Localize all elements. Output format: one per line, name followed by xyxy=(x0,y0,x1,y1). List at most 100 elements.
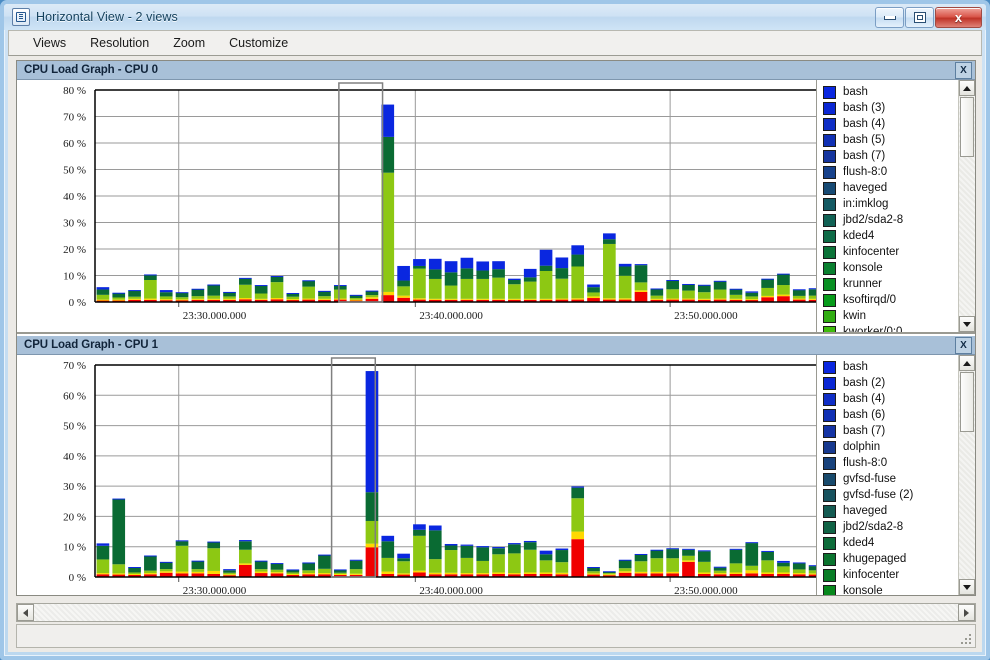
cpu0-legend-scroll-up-button[interactable] xyxy=(959,80,975,96)
legend-item[interactable]: bash (7) xyxy=(823,423,958,439)
bar-segment xyxy=(96,574,110,577)
legend-item[interactable]: gvfsd-fuse (2) xyxy=(823,487,958,503)
menu-item-views[interactable]: Views xyxy=(33,36,67,50)
cpu1-legend-scroll-thumb[interactable] xyxy=(960,372,974,432)
legend-item[interactable]: khugepaged xyxy=(823,551,958,567)
bar-segment xyxy=(634,571,648,574)
bar-segment xyxy=(444,574,458,577)
bar-segment xyxy=(666,571,679,574)
legend-item[interactable]: bash (3) xyxy=(823,100,958,116)
legend-item[interactable]: flush-8:0 xyxy=(823,455,958,471)
bar-segment xyxy=(587,574,600,577)
legend-item[interactable]: ksoftirqd/0 xyxy=(823,292,958,308)
cpu1-legend-scroll-up-button[interactable] xyxy=(959,355,975,371)
bar-segment xyxy=(318,574,331,577)
bar-segment xyxy=(697,572,711,574)
time-selection-marker[interactable] xyxy=(338,82,384,303)
bar-segment xyxy=(539,249,553,266)
bar-segment xyxy=(428,525,442,531)
legend-item[interactable]: kinfocenter xyxy=(823,244,958,260)
legend-item[interactable]: haveged xyxy=(823,503,958,519)
legend-item[interactable]: kworker/0:0 xyxy=(823,324,958,332)
bar-segment xyxy=(777,566,790,573)
bar-segment xyxy=(745,291,759,293)
horizontal-scrollbar[interactable] xyxy=(16,603,976,622)
y-axis-tick-label: 40 % xyxy=(63,191,86,203)
bar-segment xyxy=(618,263,632,267)
minimize-button[interactable] xyxy=(875,7,904,28)
legend-item[interactable]: kded4 xyxy=(823,228,958,244)
bar-segment xyxy=(618,559,632,561)
bar-segment xyxy=(207,285,221,296)
legend-item[interactable]: bash xyxy=(823,84,958,100)
cpu0-legend-scrollbar[interactable] xyxy=(958,80,975,332)
legend-item[interactable]: bash (2) xyxy=(823,375,958,391)
legend-item[interactable]: bash (6) xyxy=(823,407,958,423)
cpu1-close-button[interactable]: X xyxy=(955,336,972,354)
legend-item[interactable]: kwin xyxy=(823,308,958,324)
cpu1-legend-scroll-down-button[interactable] xyxy=(959,579,975,595)
scroll-right-button[interactable] xyxy=(958,604,975,621)
cpu0-legend-list[interactable]: bash bash (3) bash (4) bash (5) bash (7) flus… xyxy=(817,80,958,332)
legend-item[interactable]: haveged xyxy=(823,180,958,196)
legend-item[interactable]: kinfocenter xyxy=(823,567,958,583)
bar-segment xyxy=(175,541,189,546)
bar-segment xyxy=(508,574,521,577)
bar-segment xyxy=(618,266,632,276)
legend-item[interactable]: in:imklog xyxy=(823,196,958,212)
legend-item[interactable]: bash (5) xyxy=(823,132,958,148)
bar-segment xyxy=(808,570,816,574)
legend-item[interactable]: flush-8:0 xyxy=(823,164,958,180)
cpu1-legend-list[interactable]: bash bash (2) bash (4) bash (6) bash (7) dolp… xyxy=(817,355,958,595)
menu-item-customize[interactable]: Customize xyxy=(229,36,289,50)
bar-segment xyxy=(761,279,774,288)
legend-item-label: bash (3) xyxy=(843,102,886,114)
scroll-left-button[interactable] xyxy=(17,604,34,621)
legend-item[interactable]: konsole xyxy=(823,583,958,595)
legend-item[interactable]: jbd2/sda2-8 xyxy=(823,519,958,535)
bar-segment xyxy=(175,292,189,298)
bar-segment xyxy=(223,575,236,577)
maximize-button[interactable] xyxy=(905,7,934,28)
resize-grip-icon[interactable] xyxy=(959,632,971,644)
cpu0-close-button[interactable]: X xyxy=(955,61,972,79)
legend-item[interactable]: konsole xyxy=(823,260,958,276)
legend-item[interactable]: kded4 xyxy=(823,535,958,551)
bar-segment xyxy=(745,570,759,574)
bar-segment xyxy=(254,561,268,570)
cpu1-legend-scrollbar[interactable] xyxy=(958,355,975,595)
bar-segment xyxy=(191,561,205,570)
bar-segment xyxy=(571,266,585,299)
bar-segment xyxy=(159,290,173,293)
cpu0-chart[interactable]: 0 % 10 % 20 % 30 % 40 % 50 % 60 % 70 % 80 % 23:30… xyxy=(17,80,816,332)
bar-segment xyxy=(96,543,110,546)
time-selection-marker[interactable] xyxy=(330,357,377,578)
legend-item[interactable]: gvfsd-fuse xyxy=(823,471,958,487)
bar-segment xyxy=(96,300,110,302)
legend-item[interactable]: bash (4) xyxy=(823,391,958,407)
bar-segment xyxy=(191,289,205,297)
bar-segment xyxy=(729,288,743,290)
legend-item-label: konsole xyxy=(843,262,883,274)
bar-segment xyxy=(159,296,173,300)
menu-item-zoom[interactable]: Zoom xyxy=(173,36,206,50)
legend-item[interactable]: krunner xyxy=(823,276,958,292)
bar-series-group xyxy=(96,371,816,577)
legend-item[interactable]: bash (4) xyxy=(823,116,958,132)
cpu1-chart[interactable]: 0 % 10 % 20 % 30 % 40 % 50 % 60 % 70 % 23:30.000… xyxy=(17,355,816,595)
cpu0-legend-scroll-thumb[interactable] xyxy=(960,97,974,157)
bar-segment xyxy=(555,550,569,563)
legend-color-swatch xyxy=(823,472,836,486)
menu-item-resolution[interactable]: Resolution xyxy=(90,36,150,50)
close-button[interactable]: x xyxy=(935,7,982,28)
bar-segment xyxy=(603,298,616,300)
legend-item[interactable]: dolphin xyxy=(823,439,958,455)
window-title: Horizontal View - 2 views xyxy=(36,10,178,24)
legend-item-label: kded4 xyxy=(843,230,875,242)
cpu0-legend-scroll-down-button[interactable] xyxy=(959,316,975,332)
legend-item[interactable]: bash xyxy=(823,359,958,375)
legend-item[interactable]: jbd2/sda2-8 xyxy=(823,212,958,228)
legend-item-label: flush-8:0 xyxy=(843,166,888,178)
bar-segment xyxy=(523,573,537,577)
legend-item[interactable]: bash (7) xyxy=(823,148,958,164)
